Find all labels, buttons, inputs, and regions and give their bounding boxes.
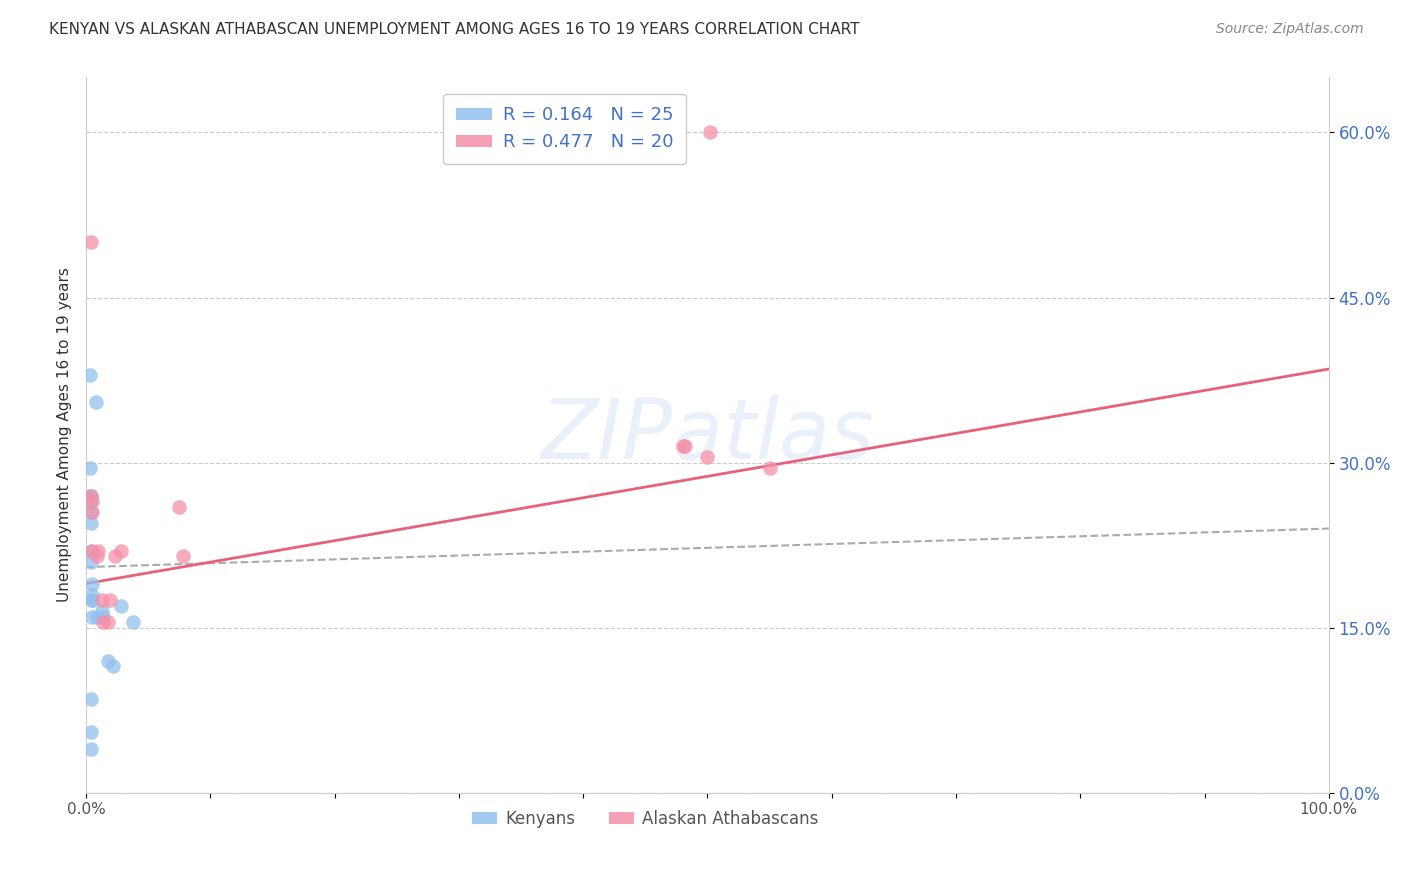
Text: Source: ZipAtlas.com: Source: ZipAtlas.com — [1216, 22, 1364, 37]
Point — [86, 609, 108, 624]
Point — [93, 609, 115, 624]
Point — [82, 505, 104, 519]
Point — [84, 395, 107, 409]
Point — [80, 543, 103, 558]
Point — [699, 125, 721, 139]
Point — [82, 543, 104, 558]
Legend: Kenyans, Alaskan Athabascans: Kenyans, Alaskan Athabascans — [465, 803, 825, 834]
Point — [79, 489, 101, 503]
Point — [82, 494, 104, 508]
Point — [671, 439, 693, 453]
Point — [110, 543, 132, 558]
Point — [91, 604, 114, 618]
Point — [80, 741, 103, 756]
Point — [82, 588, 104, 602]
Point — [122, 615, 145, 629]
Point — [86, 549, 108, 563]
Point — [103, 659, 125, 673]
Point — [673, 439, 696, 453]
Point — [97, 654, 120, 668]
Point — [79, 368, 101, 382]
Point — [104, 549, 127, 563]
Point — [758, 461, 780, 475]
Point — [80, 505, 103, 519]
Point — [82, 609, 104, 624]
Point — [80, 489, 103, 503]
Point — [80, 725, 103, 739]
Point — [97, 615, 120, 629]
Point — [91, 593, 114, 607]
Point — [80, 692, 103, 706]
Point — [82, 593, 104, 607]
Point — [110, 599, 132, 613]
Point — [82, 576, 104, 591]
Point — [87, 543, 110, 558]
Point — [80, 516, 103, 530]
Point — [80, 555, 103, 569]
Y-axis label: Unemployment Among Ages 16 to 19 years: Unemployment Among Ages 16 to 19 years — [58, 268, 72, 602]
Point — [172, 549, 194, 563]
Point — [169, 500, 191, 514]
Point — [82, 593, 104, 607]
Point — [696, 450, 718, 464]
Point — [80, 489, 103, 503]
Point — [98, 593, 121, 607]
Point — [80, 235, 103, 250]
Text: ZIPatlas: ZIPatlas — [541, 394, 875, 475]
Point — [80, 494, 103, 508]
Point — [79, 461, 101, 475]
Point — [93, 615, 115, 629]
Text: KENYAN VS ALASKAN ATHABASCAN UNEMPLOYMENT AMONG AGES 16 TO 19 YEARS CORRELATION : KENYAN VS ALASKAN ATHABASCAN UNEMPLOYMEN… — [49, 22, 859, 37]
